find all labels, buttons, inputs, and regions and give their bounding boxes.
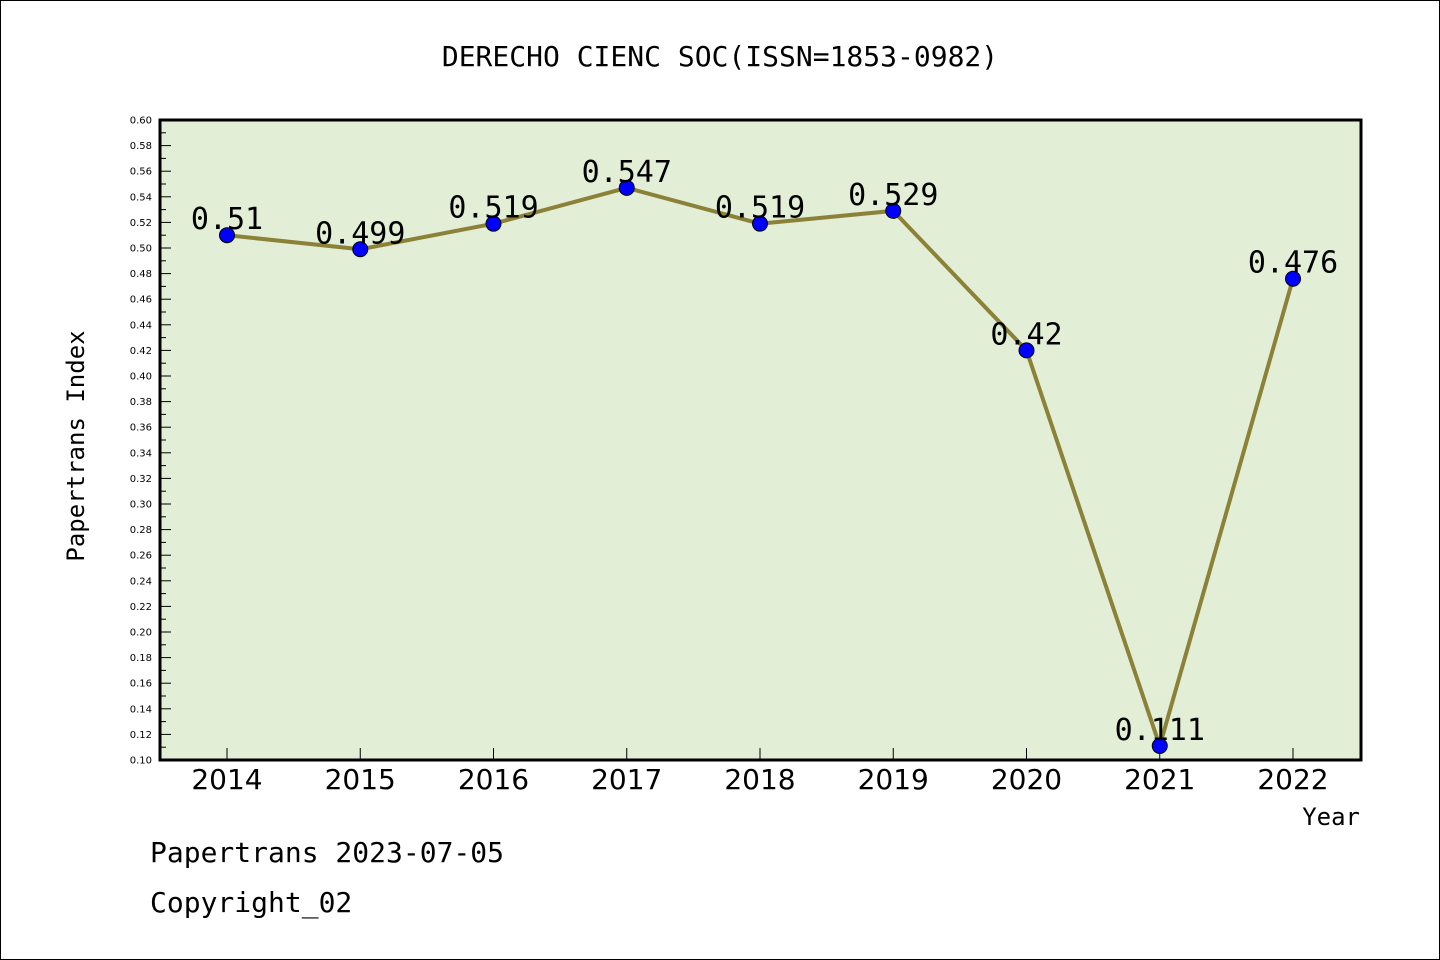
data-point (885, 202, 902, 219)
y-tick-label: 0.24 (130, 576, 152, 587)
data-label: 0.519 (448, 191, 538, 226)
y-tick-label: 0.26 (130, 551, 152, 562)
y-tick-label: 0.54 (130, 192, 152, 203)
data-label: 0.51 (191, 202, 263, 237)
x-tick-label: 2022 (1257, 763, 1328, 796)
data-point (1151, 737, 1168, 754)
y-tick-label: 0.16 (130, 679, 152, 690)
x-tick-label: 2020 (991, 763, 1062, 796)
y-tick-label: 0.40 (130, 372, 152, 383)
y-tick-label: 0.30 (130, 500, 152, 511)
data-label: 0.529 (848, 178, 938, 213)
y-tick-label: 0.18 (130, 653, 152, 664)
y-tick-label: 0.38 (130, 397, 152, 408)
data-point (752, 215, 768, 232)
y-tick-label: 0.32 (130, 474, 152, 485)
data-point (485, 215, 502, 232)
x-tick-label: 2019 (858, 763, 929, 796)
data-label: 0.547 (582, 155, 672, 190)
series-group: 0.51 0.499 0.519 0.547 0.519 0.529 0.42 0.111 0.… (191, 155, 1338, 754)
y-tick-label: 0.58 (130, 141, 152, 152)
y-tick-label: 0.28 (130, 525, 152, 536)
y-tick-label: 0.22 (130, 602, 152, 613)
y-tick-label: 0.52 (130, 218, 152, 229)
y-tick-label: 0.44 (130, 320, 152, 331)
y-tick-label: 0.12 (130, 730, 152, 741)
x-tick-label: 2015 (325, 763, 396, 796)
x-axis-ticks: 2014 2015 2016 2017 2018 2019 2020 2021 2022 (191, 748, 1329, 796)
x-axis-label: Year (1302, 803, 1360, 831)
x-tick-label: 2018 (724, 763, 795, 796)
data-label: 0.111 (1115, 713, 1205, 748)
x-tick-label: 2016 (458, 763, 529, 796)
y-tick-label: 0.56 (130, 167, 152, 178)
data-label: 0.519 (715, 191, 805, 226)
chart-title: DERECHO CIENC SOC(ISSN=1853-0982) (442, 40, 998, 73)
y-tick-label: 0.36 (130, 423, 152, 434)
data-point (1285, 270, 1301, 287)
x-tick-label: 2021 (1124, 763, 1195, 796)
y-axis-label: Papertrans Index (62, 330, 90, 561)
x-tick-label: 2017 (591, 763, 662, 796)
y-tick-label: 0.60 (130, 116, 152, 127)
y-tick-label: 0.46 (130, 295, 152, 306)
data-label: 0.476 (1248, 246, 1338, 281)
data-label: 0.42 (990, 317, 1062, 352)
data-point (618, 179, 635, 196)
data-point (219, 227, 235, 244)
y-tick-label: 0.42 (130, 346, 152, 357)
y-tick-label: 0.48 (130, 269, 152, 280)
data-point (1018, 342, 1035, 359)
y-tick-label: 0.10 (130, 756, 152, 767)
y-tick-label: 0.20 (130, 628, 152, 639)
footer-date-text: Papertrans 2023-07-05 (150, 836, 505, 869)
y-tick-label: 0.50 (130, 244, 152, 255)
y-axis-ticks: 0.10 0.12 0.14 0.16 0.18 0.20 0.22 0.24 0.26 0.28… (130, 116, 171, 767)
data-point (352, 241, 369, 258)
y-tick-label: 0.34 (130, 448, 152, 459)
y-tick-label: 0.14 (130, 704, 152, 715)
x-tick-label: 2014 (191, 763, 262, 796)
footer-copyright-text: Copyright_02 (150, 886, 353, 919)
data-label: 0.499 (315, 216, 405, 251)
